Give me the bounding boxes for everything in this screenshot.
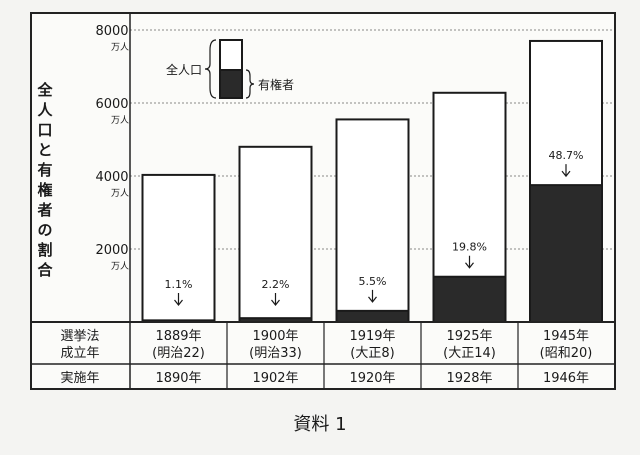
y-tick-label: 2000: [95, 243, 128, 258]
arrow-head: [174, 299, 183, 306]
legend-voters-swatch: [219, 69, 243, 99]
y-axis-label: 全人口と有権者の割合: [34, 80, 56, 280]
percent-label: 19.8%: [452, 241, 487, 254]
y-axis-label-char: 合: [37, 261, 53, 279]
y-axis-label-char: の: [37, 221, 53, 239]
y-axis-label-char: 有: [37, 161, 53, 179]
y-tick-label: 6000: [95, 97, 128, 112]
percent-label: 5.5%: [359, 275, 387, 288]
y-tick-label: 4000: [95, 170, 128, 185]
legend-voters-bracket: [245, 69, 255, 99]
y-axis-label-char: 口: [37, 121, 53, 139]
x-era-label: (大正8): [350, 346, 394, 361]
arrow-head: [561, 170, 571, 178]
x-category-label: 1889年: [155, 329, 201, 344]
bar-voters: [432, 275, 507, 323]
x-implementation-year: 1946年: [543, 371, 589, 386]
row-label-law-1: 選挙法: [60, 329, 99, 344]
arrow-head: [465, 262, 474, 269]
y-axis-label-char: 人: [37, 101, 53, 119]
figure-caption: 資料 1: [293, 414, 347, 435]
x-implementation-year: 1928年: [446, 371, 492, 386]
x-implementation-year: 1890年: [155, 371, 201, 386]
row-label-law-2: 成立年: [60, 346, 99, 361]
row-label-impl: 実施年: [60, 370, 99, 386]
x-implementation-year: 1920年: [349, 371, 395, 386]
y-tick-label: 8000: [95, 24, 128, 39]
bar-voters: [335, 309, 410, 323]
x-era-label: (明治33): [249, 346, 302, 361]
bar-total-population: [238, 145, 313, 323]
percent-label: 1.1%: [165, 278, 193, 291]
bar-total-population: [335, 118, 410, 323]
legend-voters-label: 有権者: [258, 77, 294, 92]
legend-total-label: 全人口: [166, 62, 202, 77]
y-tick-unit: 万人: [111, 261, 129, 272]
arrow-head: [368, 296, 377, 303]
bar-chart: 2000 万人 4000 万人 6000 万人 8000 万人 1.1% 2.2% 5.5% 19.8…: [30, 12, 616, 388]
y-axis-label-char: 権: [37, 181, 53, 199]
x-category-label: 1925年: [446, 329, 492, 344]
arrow-head: [271, 299, 280, 306]
x-category-label: 1945年: [543, 329, 589, 344]
y-tick-unit: 万人: [111, 115, 129, 126]
x-implementation-year: 1902年: [252, 371, 298, 386]
legend-total-swatch: [219, 39, 243, 71]
y-axis-label-char: と: [37, 141, 53, 159]
x-category-label: 1900年: [252, 329, 298, 344]
legend-total-bracket: [204, 39, 217, 99]
y-axis-label-char: 全: [37, 81, 53, 99]
y-axis-label-char: 割: [37, 241, 53, 259]
bar-voters: [529, 184, 603, 323]
x-era-label: (大正14): [443, 346, 496, 361]
x-era-label: (明治22): [152, 346, 205, 361]
percent-label: 48.7%: [549, 149, 584, 162]
y-tick-unit: 万人: [111, 188, 129, 199]
x-era-label: (昭和20): [540, 346, 593, 361]
y-tick-unit: 万人: [111, 42, 129, 53]
y-axis-label-char: 者: [37, 201, 53, 219]
percent-label: 2.2%: [262, 278, 290, 291]
x-category-label: 1919年: [349, 329, 395, 344]
